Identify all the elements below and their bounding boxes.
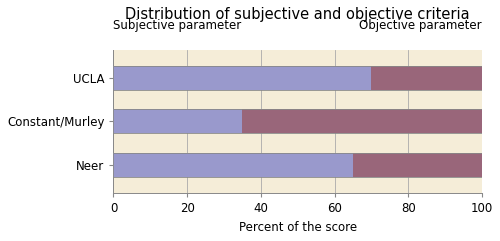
Bar <box>114 66 372 90</box>
Bar <box>114 66 482 90</box>
Bar <box>114 153 353 177</box>
Bar <box>242 109 482 134</box>
Bar <box>114 109 482 134</box>
Bar <box>353 153 482 177</box>
Bar <box>372 66 482 90</box>
Bar <box>114 109 242 134</box>
X-axis label: Percent of the score: Percent of the score <box>238 221 357 234</box>
Text: Objective parameter: Objective parameter <box>360 19 482 32</box>
Bar <box>114 153 482 177</box>
Text: Subjective parameter: Subjective parameter <box>114 19 242 32</box>
Title: Distribution of subjective and objective criteria: Distribution of subjective and objective… <box>126 7 470 22</box>
